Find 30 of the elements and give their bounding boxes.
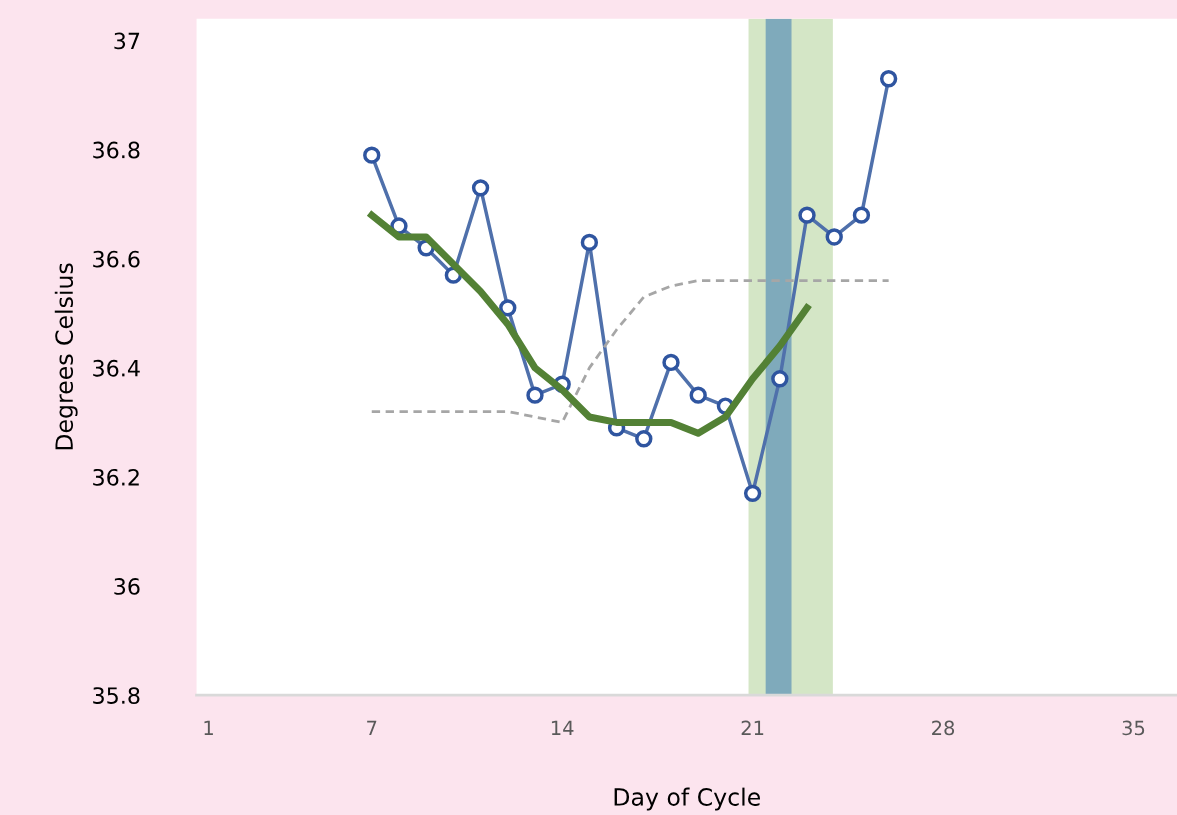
point <box>825 228 843 246</box>
x-tick-label: 14 <box>551 720 574 735</box>
x-tick-label: 7 <box>367 720 377 735</box>
y-tick-label: 36.6 <box>93 250 140 268</box>
x-tick-label: 1 <box>204 720 213 735</box>
point <box>526 386 544 404</box>
point <box>798 206 816 224</box>
point <box>363 146 381 164</box>
point <box>580 233 599 252</box>
y-tick-label: 36.4 <box>93 359 140 377</box>
point <box>852 206 871 224</box>
point <box>771 370 789 388</box>
y-tick-label: 36 <box>114 578 140 595</box>
point <box>635 430 653 448</box>
x-tick-label: 21 <box>741 720 764 735</box>
y-tick-label: 36.2 <box>93 468 139 486</box>
line-series <box>370 279 891 424</box>
y-tick-label: 37 <box>114 32 140 50</box>
x-axis-title: Day of Cycle <box>614 787 760 811</box>
y-tick-label: 36.8 <box>93 141 140 159</box>
point <box>689 386 707 404</box>
y-axis-title: Degrees Celsius <box>54 263 78 450</box>
y-tick-label: 35.8 <box>93 687 140 704</box>
point <box>743 484 762 503</box>
point <box>662 353 680 372</box>
point <box>879 70 898 88</box>
point <box>471 179 490 197</box>
x-tick-label: 35 <box>1122 720 1145 736</box>
x-tick-label: 28 <box>932 720 955 736</box>
point <box>499 299 517 317</box>
